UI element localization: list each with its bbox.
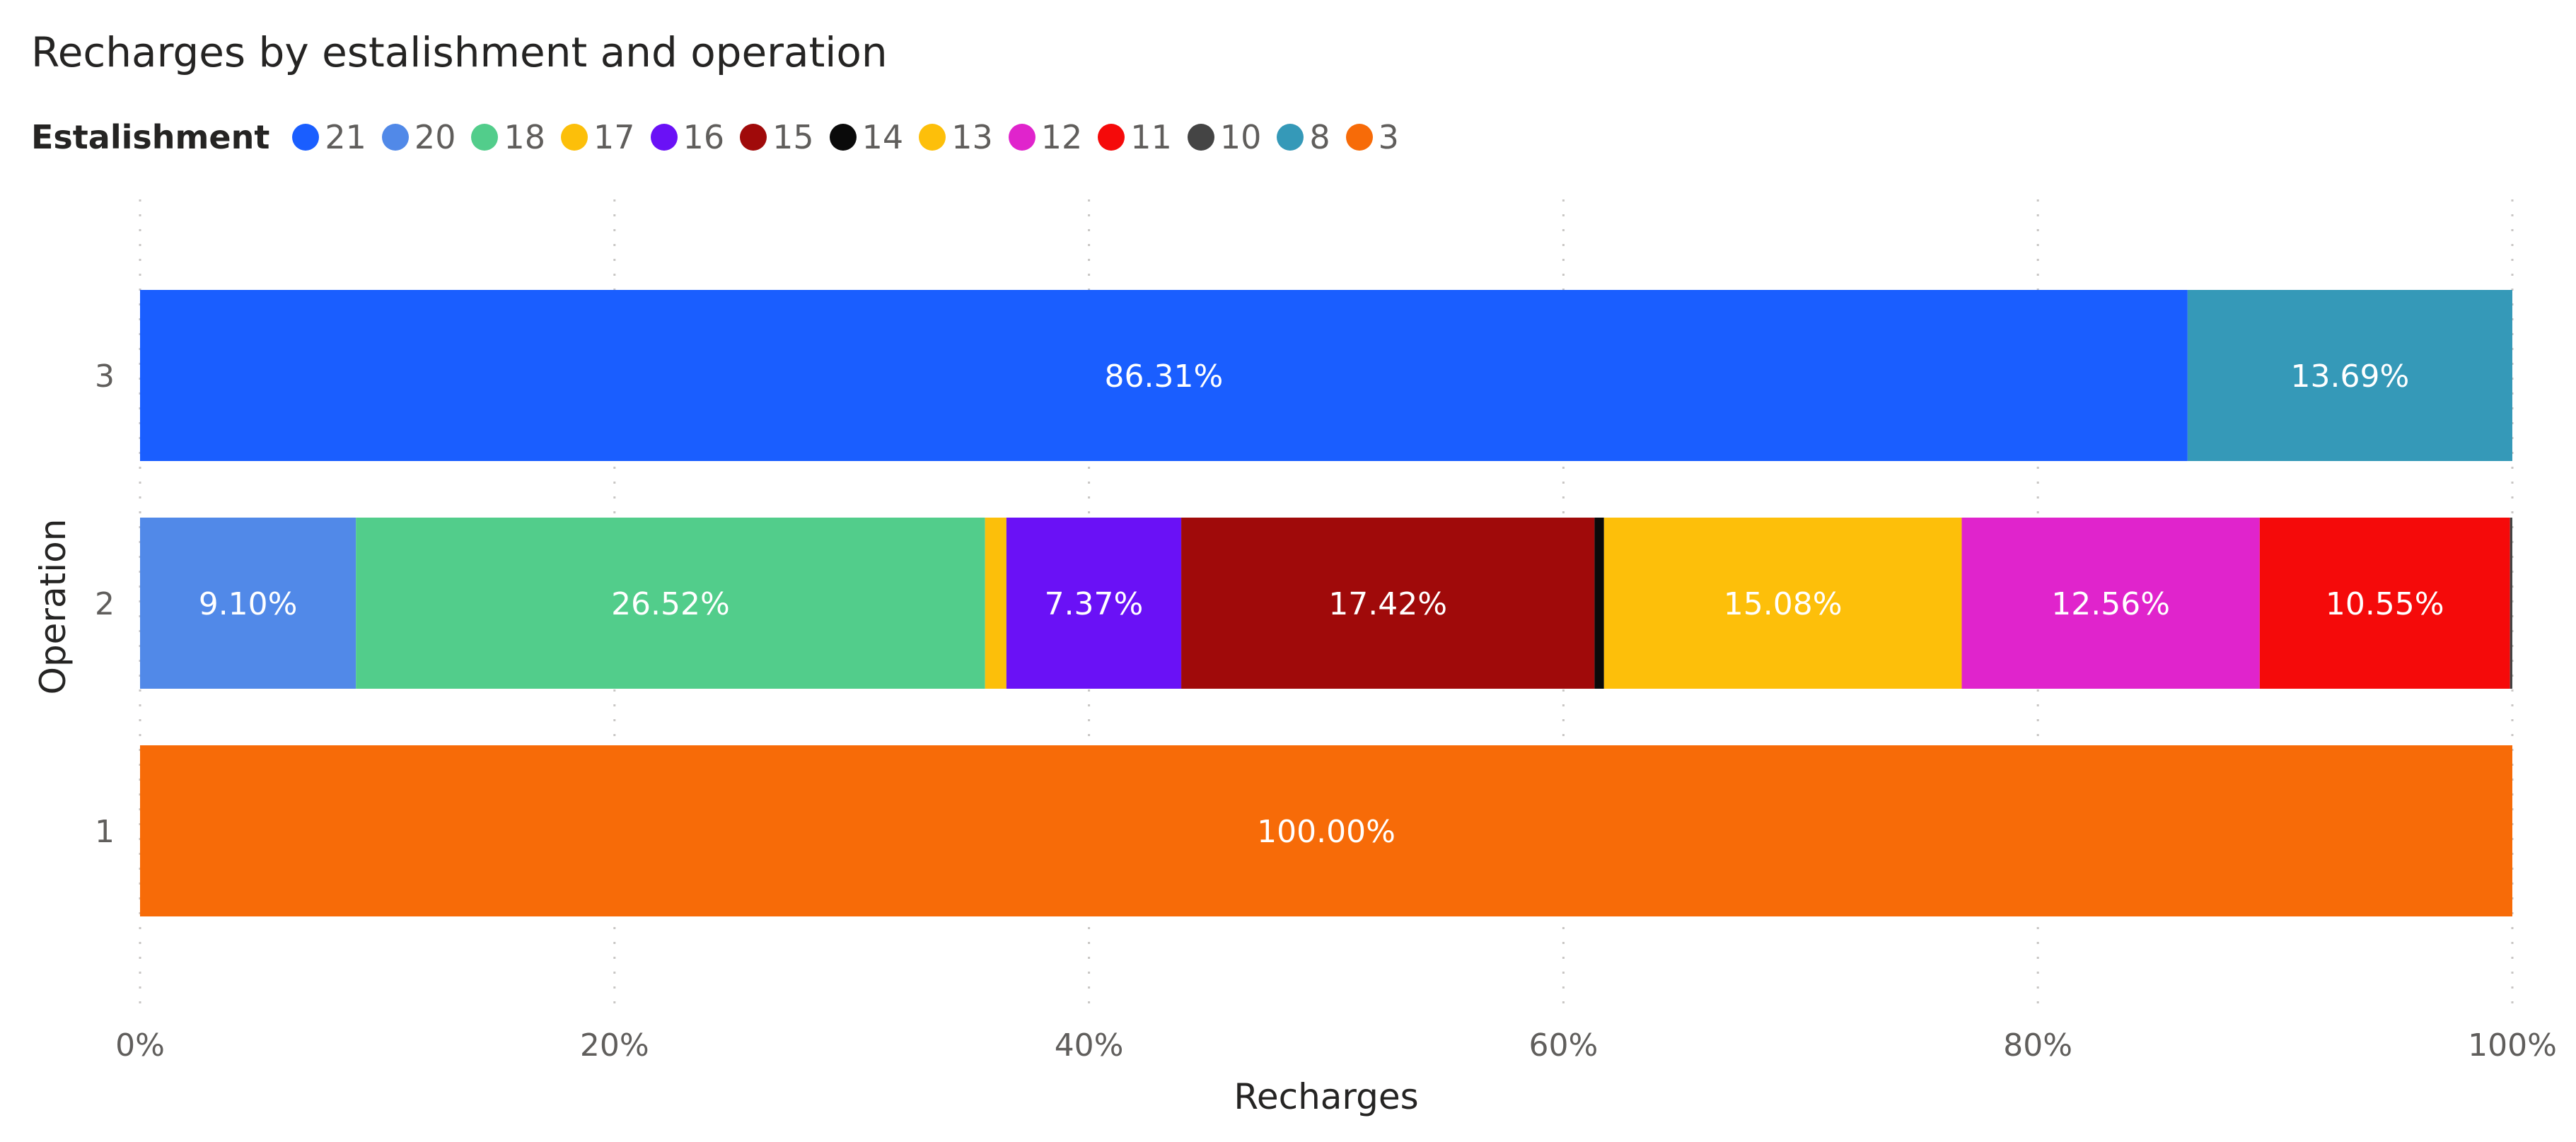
legend-item[interactable]: 16 [650,118,725,156]
bar-segment [1961,518,2260,689]
bar-segment [1006,518,1182,689]
data-label: 100.00% [1257,814,1396,850]
bar-segment [2510,518,2512,689]
legend-item[interactable]: 20 [381,118,456,156]
bar-segment [2259,518,2510,689]
legend-label: 21 [325,118,366,156]
x-tick-label: 100% [2468,1027,2557,1064]
legend-marker [919,124,946,151]
data-label: 12.56% [2051,586,2170,622]
legend-item[interactable]: 10 [1187,118,1262,156]
legend-item[interactable]: 11 [1098,118,1172,156]
x-axis-title: Recharges [1234,1076,1418,1117]
legend-item[interactable]: 18 [471,118,545,156]
legend-marker [1098,124,1125,151]
legend-marker [471,124,499,151]
y-tick-label: 1 [95,814,115,850]
legend-item[interactable]: 15 [740,118,814,156]
bar-segment [1594,518,1604,689]
bar-segment [140,290,2188,461]
legend-title: Estalishment [31,118,270,156]
x-tick-label: 40% [1055,1027,1124,1064]
legend-marker [740,124,767,151]
data-label: 9.10% [199,586,298,622]
legend-item[interactable]: 17 [561,118,635,156]
chart-title: Recharges by estalishment and operation [31,28,888,76]
legend-label: 3 [1378,118,1399,156]
bar-segment [1603,518,1962,689]
legend-item[interactable]: 21 [292,118,366,156]
data-label: 7.37% [1045,586,1144,622]
legend-label: 10 [1219,118,1262,156]
data-label: 15.08% [1724,586,1843,622]
legend-label: 11 [1130,118,1172,156]
bar-segment [985,518,1006,689]
legend-item[interactable]: 8 [1277,118,1330,156]
legend-label: 20 [414,118,456,156]
data-label: 86.31% [1105,359,1224,395]
bar-segment [140,518,356,689]
legend-label: 12 [1040,118,1083,156]
legend-marker [292,124,320,151]
y-tick-label: 3 [95,359,115,395]
bar-segment [140,745,2512,916]
legend-label: 14 [861,118,904,156]
x-tick-label: 80% [2003,1027,2072,1064]
y-tick-label: 2 [95,586,115,622]
legend-items: 21 20 18 17 16 15 14 13 12 11 10 8 3 [292,118,1415,156]
legend-label: 13 [951,118,993,156]
data-label: 10.55% [2326,586,2444,622]
legend-marker [650,124,678,151]
legend: Estalishment 21 20 18 17 16 15 14 13 12 11 10 8 3 [31,112,1415,163]
legend-label: 15 [772,118,814,156]
y-axis-title: Operation [33,519,74,695]
data-label: 26.52% [611,586,730,622]
legend-item[interactable]: 3 [1345,118,1399,156]
legend-item[interactable]: 13 [919,118,993,156]
legend-marker [561,124,588,151]
x-tick-label: 20% [580,1027,649,1064]
legend-marker [1345,124,1373,151]
data-label: 13.69% [2291,359,2410,395]
bar-segment [1181,518,1595,689]
legend-item[interactable]: 14 [829,118,904,156]
bar-segment [2187,290,2512,461]
legend-marker [1277,124,1304,151]
legend-label: 16 [683,118,725,156]
data-label: 17.42% [1328,586,1447,622]
x-tick-label: 0% [115,1027,165,1064]
bar-segment [356,518,985,689]
legend-marker [1187,124,1214,151]
legend-label: 17 [593,118,635,156]
x-tick-label: 60% [1529,1027,1599,1064]
legend-item[interactable]: 12 [1008,118,1083,156]
legend-label: 18 [504,118,546,156]
legend-label: 8 [1309,118,1330,156]
legend-marker [829,124,857,151]
legend-marker [1008,124,1035,151]
legend-marker [381,124,409,151]
